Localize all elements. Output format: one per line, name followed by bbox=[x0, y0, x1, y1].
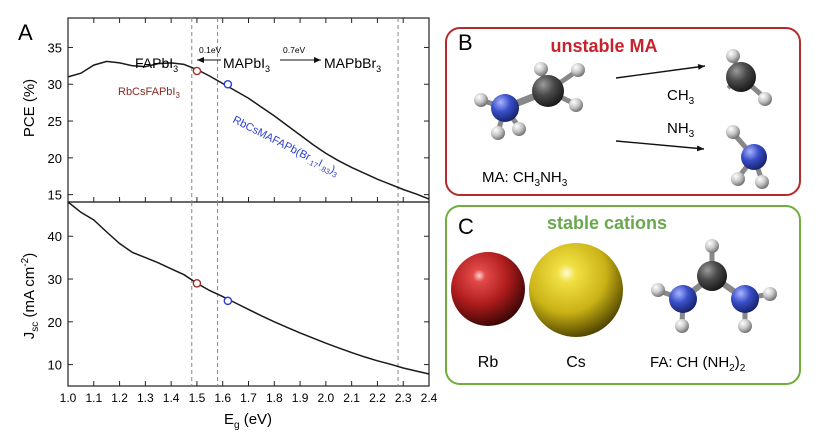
panel-b-label: B bbox=[458, 30, 473, 55]
pce-axis-label: PCE (%) bbox=[21, 79, 38, 137]
gap1-label: 0.1eV bbox=[199, 45, 222, 55]
fa-h-atom bbox=[651, 283, 665, 297]
pce-markers bbox=[192, 66, 233, 89]
jsc-tick-label: 30 bbox=[48, 272, 62, 287]
panel-a-label: A bbox=[18, 20, 33, 45]
panel-c-frame bbox=[445, 205, 801, 385]
rbcsfapbi3-annotation: RbCsFAPbI3 bbox=[118, 86, 180, 100]
fa-h-atom bbox=[738, 319, 752, 333]
ma-formula: MA: CH3NH3 bbox=[482, 169, 568, 189]
pce-curve bbox=[67, 60, 430, 200]
pce-tick-label: 35 bbox=[48, 40, 62, 55]
pce-tick-label: 15 bbox=[48, 188, 62, 203]
x-tick-label: 1.0 bbox=[60, 391, 77, 405]
ma-h-atom bbox=[512, 122, 526, 136]
jsc-tick-label: 10 bbox=[48, 358, 62, 373]
panel-c-label: C bbox=[458, 214, 474, 239]
nh3-label: NH3 bbox=[667, 120, 695, 140]
panel-b-frame bbox=[445, 27, 801, 196]
x-tick-label: 1.1 bbox=[85, 391, 102, 405]
blue-data-marker bbox=[223, 79, 233, 89]
fa-molecule bbox=[651, 239, 777, 333]
nh3-h-atom bbox=[731, 172, 745, 186]
ch3-arrow bbox=[615, 63, 706, 79]
panel-c-title: stable cations bbox=[547, 213, 667, 233]
top-vertical-guides bbox=[191, 18, 399, 202]
ma-h-atom bbox=[474, 93, 488, 107]
jsc-markers bbox=[192, 279, 233, 306]
x-tick-label: 2.2 bbox=[369, 391, 386, 405]
fa-n-atom bbox=[731, 285, 759, 313]
top-y-axis-ticks: 15 20 25 30 35 bbox=[48, 40, 429, 203]
mapbbr3-label: MAPbBr3 bbox=[324, 55, 381, 74]
x-tick-label: 1.5 bbox=[189, 391, 206, 405]
x-tick-label: 1.8 bbox=[266, 391, 283, 405]
nh3-molecule bbox=[726, 125, 769, 189]
jsc-tick-label: 20 bbox=[48, 315, 62, 330]
blue-data-marker bbox=[223, 296, 233, 306]
x-tick-label: 1.2 bbox=[111, 391, 128, 405]
pce-tick-label: 30 bbox=[48, 77, 62, 92]
x-tick-label: 1.3 bbox=[137, 391, 154, 405]
x-tick-label: 1.6 bbox=[214, 391, 231, 405]
nh3-h-atom bbox=[755, 175, 769, 189]
ma-h-atom bbox=[491, 126, 505, 140]
x-tick-label: 2.1 bbox=[343, 391, 360, 405]
ma-n-atom bbox=[491, 94, 519, 122]
pce-tick-label: 20 bbox=[48, 151, 62, 166]
jsc-axis-label: Jsc (mA cm-2) bbox=[20, 253, 41, 339]
x-tick-label: 1.9 bbox=[292, 391, 309, 405]
ma-c-atom bbox=[532, 75, 564, 107]
bottom-y-axis-ticks: 10 20 30 40 bbox=[48, 229, 429, 373]
ma-h-atom bbox=[571, 63, 585, 77]
fa-h-atom bbox=[705, 239, 719, 253]
fa-h-atom bbox=[763, 287, 777, 301]
x-tick-label: 2.0 bbox=[318, 391, 335, 405]
panel-b-title: unstable MA bbox=[550, 36, 657, 56]
fa-formula: FA: CH (NH2)2 bbox=[650, 354, 746, 374]
red-data-marker bbox=[192, 279, 202, 288]
fapbi3-label: FAPbI3 bbox=[135, 55, 178, 74]
ch3-h-atom bbox=[758, 92, 772, 106]
jsc-curve bbox=[67, 201, 430, 375]
x-axis-label: Eg (eV) bbox=[224, 411, 272, 431]
ch3-c-atom bbox=[726, 62, 756, 92]
rb-label: Rb bbox=[478, 354, 499, 371]
cs-sphere bbox=[529, 243, 623, 337]
top-plot-frame bbox=[67, 17, 430, 203]
red-data-marker bbox=[192, 66, 202, 76]
ch3-molecule bbox=[726, 49, 772, 106]
rb-sphere bbox=[451, 252, 525, 326]
transition-labels: FAPbI3 0.1eV MAPbI3 0.7eV MAPbBr3 bbox=[135, 45, 381, 74]
bottom-plot-frame bbox=[67, 201, 430, 387]
gap2-label: 0.7eV bbox=[283, 45, 306, 55]
fa-c-atom bbox=[697, 261, 727, 291]
x-tick-label: 2.4 bbox=[421, 391, 438, 405]
x-tick-label: 2.3 bbox=[395, 391, 412, 405]
fa-n-atom bbox=[669, 285, 697, 313]
ma-molecule bbox=[474, 62, 585, 140]
ma-h-atom bbox=[534, 62, 548, 76]
x-tick-label: 1.4 bbox=[163, 391, 180, 405]
ch3-h-atom bbox=[726, 49, 740, 63]
nh3-arrow bbox=[615, 140, 705, 152]
ch3-label: CH3 bbox=[667, 87, 695, 107]
pce-tick-label: 25 bbox=[48, 114, 62, 129]
nh3-h-atom bbox=[726, 125, 740, 139]
jsc-tick-label: 40 bbox=[48, 229, 62, 244]
mapbi3-label: MAPbI3 bbox=[223, 55, 270, 74]
nh3-n-atom bbox=[741, 144, 767, 170]
x-axis-ticks: 1.0 1.1 1.2 1.3 1.4 1.5 1.6 1.7 1.8 1.9 2.0 2.1 2.2 2… bbox=[60, 18, 438, 405]
x-tick-label: 1.7 bbox=[240, 391, 257, 405]
fa-h-atom bbox=[675, 319, 689, 333]
cs-label: Cs bbox=[566, 354, 586, 371]
ma-h-atom bbox=[569, 98, 583, 112]
